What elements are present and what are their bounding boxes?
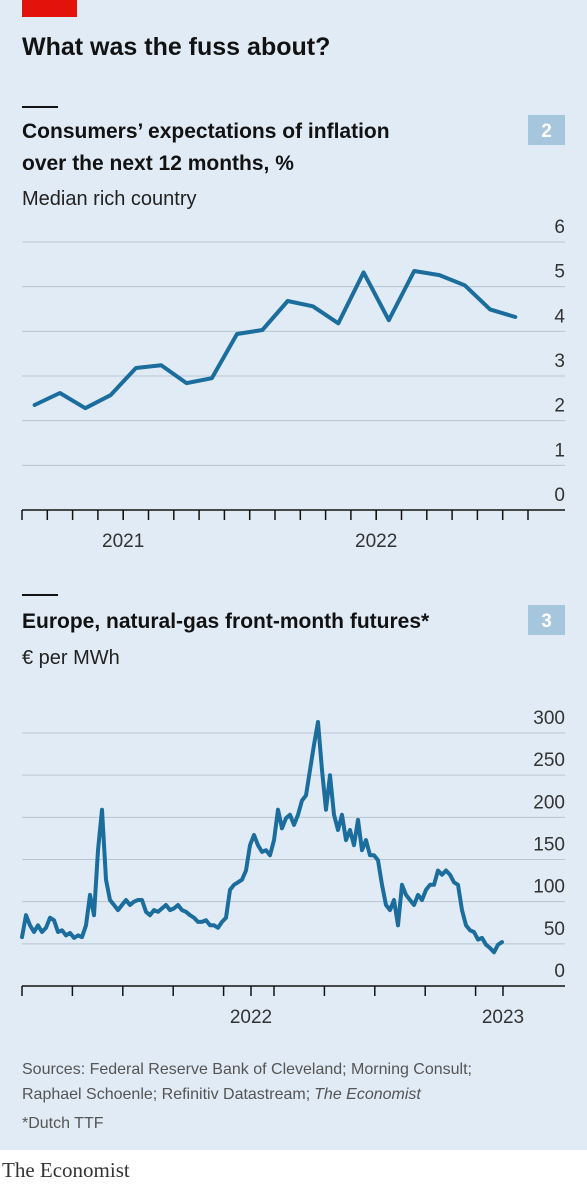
source: Raphael Schoenle; Refinitiv Datastream; xyxy=(22,1086,310,1103)
chart-number-box xyxy=(528,115,565,145)
footer-band xyxy=(0,1150,587,1186)
red-tag xyxy=(22,0,77,17)
source: Sources: Federal Reserve Bank of Clevela… xyxy=(22,1061,472,1078)
y-tick-label: 6 xyxy=(554,217,565,238)
chart-title: over the next 12 months, % xyxy=(22,152,294,175)
y-tick-label: 300 xyxy=(533,708,565,729)
y-tick-label: 1 xyxy=(554,440,565,461)
y-tick-label: 2 xyxy=(554,396,565,417)
chart-subtitle: € per MWh xyxy=(22,647,120,669)
series-line xyxy=(20,720,504,955)
y-tick-label: 0 xyxy=(554,961,565,982)
chart-number: 2 xyxy=(541,121,552,142)
y-tick-label: 250 xyxy=(533,750,565,771)
y-tick-label: 4 xyxy=(554,306,565,327)
chart-subtitle: Median rich country xyxy=(22,188,197,210)
chart-title: Consumers’ expectations of inflation xyxy=(22,120,390,143)
chart-title: Europe, natural-gas front-month futures* xyxy=(22,610,430,633)
y-tick-label: 5 xyxy=(554,262,565,283)
background xyxy=(0,0,587,1150)
brand: The Economist xyxy=(2,1158,130,1182)
chart-number: 3 xyxy=(541,611,552,632)
footnote: *Dutch TTF xyxy=(22,1115,104,1132)
x-tick-label: 2023 xyxy=(482,1007,524,1028)
chart-number-box xyxy=(528,605,565,635)
y-tick-label: 100 xyxy=(533,877,565,898)
y-tick-label: 150 xyxy=(533,835,565,856)
y-tick-label: 200 xyxy=(533,792,565,813)
y-tick-label: 50 xyxy=(544,919,565,940)
x-tick-label: 2021 xyxy=(102,531,144,552)
y-tick-label: 0 xyxy=(554,485,565,506)
y-tick-label: 3 xyxy=(554,351,565,372)
series-line xyxy=(32,269,518,411)
x-tick-label: 2022 xyxy=(355,531,397,552)
source: The Economist xyxy=(314,1086,421,1103)
source: Raphael Schoenle; Refinitiv Datastream; T… xyxy=(22,1086,421,1103)
x-tick-label: 2022 xyxy=(230,1007,272,1028)
headline: What was the fuss about? xyxy=(22,33,330,61)
